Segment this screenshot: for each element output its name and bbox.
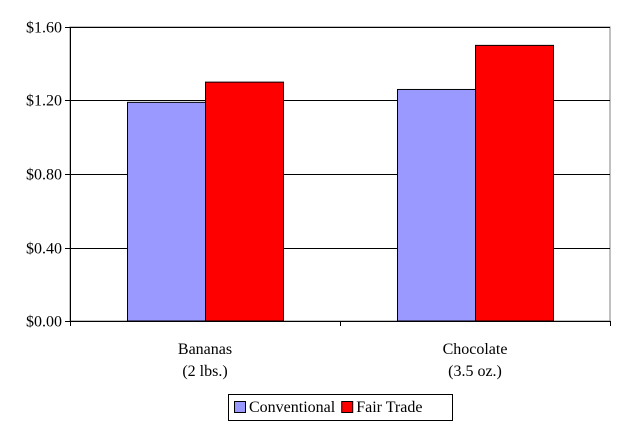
legend-swatch-conventional xyxy=(234,401,246,413)
y-tick-label: $1.20 xyxy=(26,93,62,110)
x-tick-label: Chocolate xyxy=(443,341,508,358)
legend-swatch-fair-trade xyxy=(341,401,354,413)
axes xyxy=(65,27,611,326)
legend-box xyxy=(228,394,453,421)
x-tick-label: (3.5 oz.) xyxy=(448,363,502,380)
x-tick-label: Bananas xyxy=(178,341,232,358)
legend-label-fair-trade: Fair Trade xyxy=(356,399,422,416)
legend-label-conventional: Conventional xyxy=(249,399,336,416)
legend: Conventional Fair Trade xyxy=(228,394,453,421)
axis-labels: $0.00 $0.40 $0.80 $1.20 $1.60 Bananas (2 lbs.)… xyxy=(26,20,507,381)
y-tick-label: $1.60 xyxy=(26,20,62,37)
y-tick-label: $0.40 xyxy=(26,241,62,258)
bar-conventional-0 xyxy=(127,101,206,322)
y-tick-label: $0.80 xyxy=(26,167,62,184)
bar-conventional-1 xyxy=(397,88,476,322)
x-tick-label: (2 lbs.) xyxy=(182,363,227,380)
bar-fair-trade-1 xyxy=(475,44,554,322)
y-tick-label: $0.00 xyxy=(26,314,62,331)
bar-fair-trade-0 xyxy=(205,81,284,322)
